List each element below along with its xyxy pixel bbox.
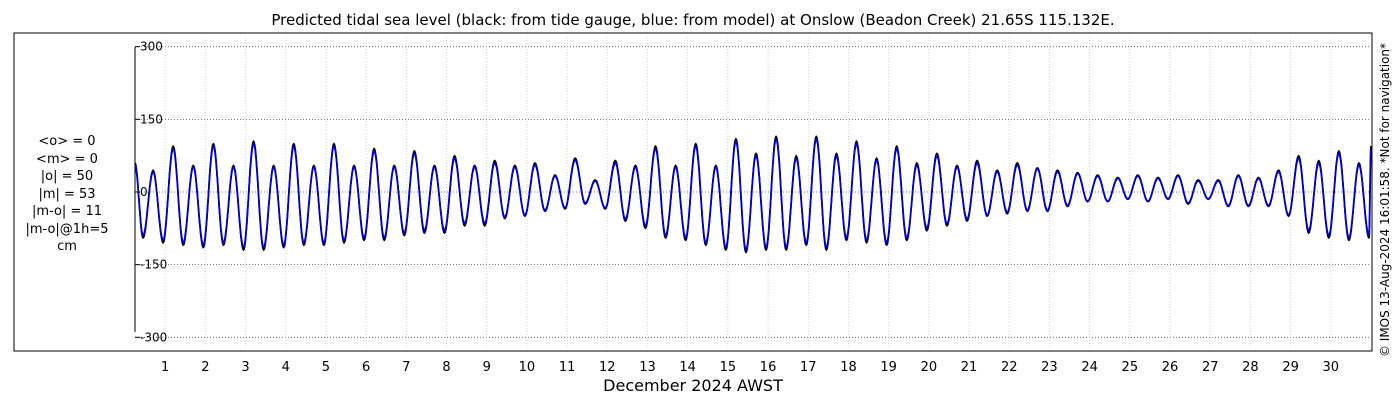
x-tick-label: 30 xyxy=(1323,360,1340,375)
x-axis-ticks: 1 2 3 4 5 6 7 8 9 10 11 12 13 14 15 16 17 18 19 20 21 22 23 24 2… xyxy=(161,360,1339,375)
x-tick-label: 5 xyxy=(322,360,330,375)
x-tick-label: 23 xyxy=(1041,360,1058,375)
x-tick-label: 24 xyxy=(1081,360,1098,375)
x-tick-label: 17 xyxy=(800,360,817,375)
x-tick-label: 9 xyxy=(483,360,491,375)
stat-abs-diff: |m-o| = 11 xyxy=(31,204,102,219)
x-tick-label: 6 xyxy=(362,360,370,375)
x-tick-label: 29 xyxy=(1282,360,1299,375)
x-tick-label: 11 xyxy=(559,360,576,375)
y-tick-label: 150 xyxy=(140,112,163,126)
x-tick-label: 16 xyxy=(760,360,777,375)
x-tick-label: 10 xyxy=(519,360,536,375)
statistics-panel: <o> = 0 <m> = 0 |o| = 50 |m| = 53 |m-o| … xyxy=(22,133,112,256)
x-tick-label: 18 xyxy=(840,360,857,375)
y-tick-label: -300 xyxy=(140,330,167,344)
x-tick-label: 26 xyxy=(1162,360,1179,375)
x-tick-label: 14 xyxy=(679,360,696,375)
x-tick-label: 3 xyxy=(241,360,249,375)
stat-abs-model: |m| = 53 xyxy=(38,186,96,202)
x-tick-label: 21 xyxy=(961,360,978,375)
series-line-tide-gauge xyxy=(134,135,1372,254)
grid-lines xyxy=(135,37,1371,347)
x-tick-label: 19 xyxy=(880,360,897,375)
y-tick-label: 300 xyxy=(140,40,163,54)
chart-title: Predicted tidal sea level (black: from t… xyxy=(271,11,1114,29)
x-tick-label: 22 xyxy=(1001,360,1018,375)
series-line-model xyxy=(134,137,1372,252)
x-tick-label: 7 xyxy=(402,360,410,375)
x-tick-label: 2 xyxy=(201,360,209,375)
x-tick-label: 15 xyxy=(720,360,737,375)
x-tick-label: 12 xyxy=(599,360,616,375)
y-tick-label: -150 xyxy=(140,258,167,272)
stat-mean-observed: <o> = 0 xyxy=(38,134,96,149)
stat-abs-observed: |o| = 50 xyxy=(40,169,94,184)
stat-abs-diff-1h: |m-o|@1h=5 xyxy=(25,221,109,237)
copyright-text: © IMOS 13-Aug-2024 16:01:58. *Not for na… xyxy=(1378,42,1392,358)
stat-unit: cm xyxy=(57,239,77,254)
x-tick-label: 27 xyxy=(1202,360,1219,375)
figure-frame xyxy=(13,32,1373,352)
tide-series xyxy=(134,135,1372,254)
y-axis-ticks: -300 -150 0 150 300 xyxy=(135,40,167,344)
x-tick-label: 4 xyxy=(282,360,290,375)
y-tick-label: 0 xyxy=(140,185,148,199)
x-tick-label: 20 xyxy=(921,360,938,375)
x-axis-label: December 2024 AWST xyxy=(603,376,783,395)
x-tick-label: 8 xyxy=(442,360,450,375)
x-tick-label: 25 xyxy=(1122,360,1139,375)
x-tick-label: 28 xyxy=(1242,360,1259,375)
stat-mean-model: <m> = 0 xyxy=(36,151,98,167)
x-tick-label: 1 xyxy=(161,360,169,375)
x-tick-label: 13 xyxy=(639,360,656,375)
